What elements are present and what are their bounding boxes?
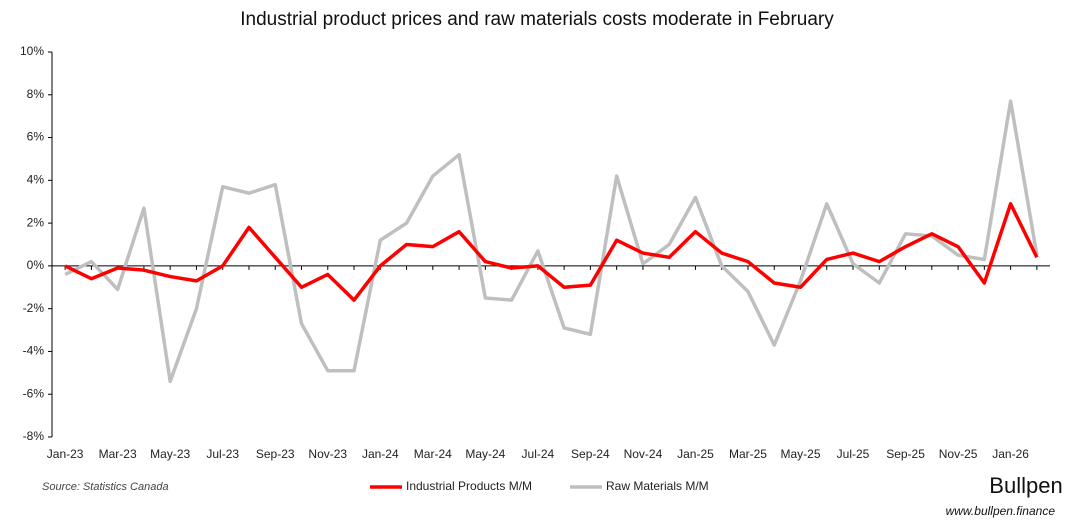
x-tick-label: May-25 (780, 447, 820, 461)
x-tick-label: Jul-23 (206, 447, 239, 461)
x-tick-label: Mar-24 (414, 447, 452, 461)
y-tick-label: 2% (27, 215, 45, 229)
legend-label: Industrial Products M/M (406, 479, 532, 493)
x-tick-label: Nov-23 (308, 447, 347, 461)
x-tick-label: Mar-23 (99, 447, 137, 461)
x-tick-label: Jul-25 (837, 447, 870, 461)
x-tick-label: Nov-24 (624, 447, 663, 461)
x-tick-label: Jan-23 (47, 447, 84, 461)
x-tick-label: Sep-25 (886, 447, 925, 461)
x-tick-label: May-23 (150, 447, 190, 461)
x-tick-label: Sep-23 (256, 447, 295, 461)
x-tick-label: Nov-25 (939, 447, 978, 461)
y-tick-label: 10% (20, 44, 44, 58)
x-tick-label: Jan-26 (992, 447, 1029, 461)
brand: Bullpen (989, 473, 1062, 498)
series-line (64, 99, 1039, 384)
y-tick-label: -8% (23, 429, 45, 443)
y-tick-label: 4% (27, 173, 45, 187)
y-tick-label: 8% (27, 87, 45, 101)
x-tick-label: May-24 (465, 447, 505, 461)
y-tick-label: 0% (27, 258, 45, 272)
x-tick-label: Jan-24 (362, 447, 399, 461)
series-line (64, 202, 1039, 302)
y-tick-label: 6% (27, 130, 45, 144)
x-tick-label: Mar-25 (729, 447, 767, 461)
source: Source: Statistics Canada (42, 481, 169, 493)
x-tick-label: Jul-24 (522, 447, 555, 461)
y-tick-label: -2% (23, 301, 45, 315)
chart-title: Industrial product prices and raw materi… (240, 9, 834, 30)
x-tick-label: Jan-25 (677, 447, 714, 461)
y-tick-label: -6% (23, 386, 45, 400)
website: www.bullpen.finance (946, 504, 1056, 518)
y-tick-label: -4% (23, 344, 45, 358)
legend-label: Raw Materials M/M (606, 479, 709, 493)
x-tick-label: Sep-24 (571, 447, 610, 461)
